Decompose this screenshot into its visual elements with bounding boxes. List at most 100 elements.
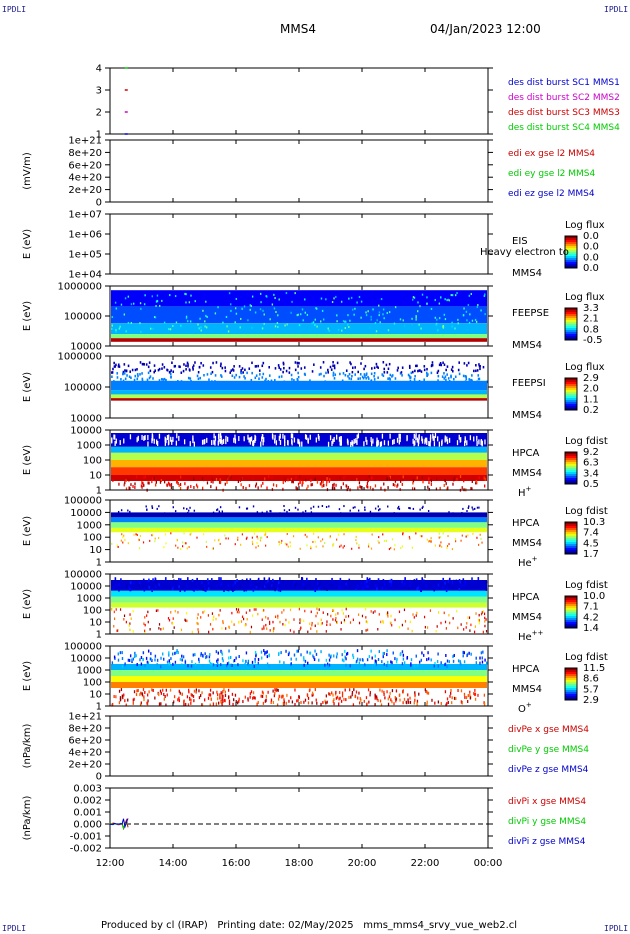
spectrogram-pixel [300, 579, 303, 583]
spectrogram-pixel [319, 581, 322, 585]
spectrogram-pixel [115, 330, 117, 333]
spectrogram-pixel [377, 540, 379, 543]
spectrogram-pixel [156, 299, 158, 302]
spectrogram-pixel [304, 659, 307, 663]
spectrogram-pixel [217, 433, 220, 439]
spectrogram-pixel [481, 660, 484, 664]
spectrogram-pixel [384, 696, 386, 700]
spectrogram-pixel [317, 433, 320, 439]
spectrogram-pixel [170, 532, 172, 535]
spectrogram-pixel [113, 655, 116, 659]
y-axis-label: E (eV) [22, 661, 33, 691]
spectrogram-pixel [161, 299, 163, 302]
spectrogram-pixel [249, 609, 251, 612]
colorbar-segment [565, 544, 577, 547]
spectrogram-pixel [469, 693, 471, 697]
spectrogram-pixel [360, 362, 362, 365]
spectrogram-pixel [336, 361, 339, 365]
spectrogram-pixel [412, 296, 415, 299]
spectrogram-pixel [415, 654, 417, 658]
spectrogram-pixel [278, 298, 280, 301]
spectrogram-pixel [134, 368, 137, 372]
spectrogram-pixel [216, 508, 219, 511]
spectrogram-pixel [477, 618, 480, 622]
spectrogram-pixel [395, 697, 398, 701]
spacecraft-title: MMS4 [280, 22, 316, 36]
spectrogram-pixel [304, 311, 306, 314]
spectrogram-pixel [189, 697, 191, 701]
spectrogram-pixel [386, 690, 388, 694]
species-label: He++ [518, 629, 544, 643]
spacecraft-label: MMS4 [512, 684, 542, 695]
spectrogram-pixel [388, 477, 391, 481]
spectrogram-pixel [207, 696, 210, 700]
spectrogram-pixel [190, 484, 192, 488]
spectrogram-pixel [410, 658, 413, 662]
spectrogram-pixel [372, 611, 374, 614]
spectrogram-pixel [174, 651, 176, 655]
spectrogram-pixel [315, 698, 317, 702]
spectrogram-pixel [254, 650, 257, 654]
spectrogram-pixel [485, 580, 488, 584]
spectrogram-pixel [415, 433, 417, 439]
spectrogram-pixel [343, 545, 345, 548]
spectrogram-pixel [389, 475, 391, 479]
spectrogram-pixel [142, 578, 145, 582]
spectrogram-pixel [146, 701, 148, 705]
spectrogram-pixel [317, 505, 320, 508]
spectrogram-pixel [434, 433, 437, 439]
spectrogram-pixel [438, 532, 440, 535]
spectrogram-pixel [462, 374, 465, 378]
spectrogram-pixel [383, 539, 386, 542]
spectrogram-pixel [145, 363, 148, 366]
spectrogram-pixel [301, 577, 304, 581]
spectrogram-pixel [312, 540, 314, 543]
spectrogram-pixel [310, 507, 312, 510]
spectrogram-pixel [139, 373, 141, 376]
spectrogram-pixel [189, 506, 191, 509]
spectrogram-pixel [185, 301, 187, 304]
spectrogram-pixel [428, 441, 430, 447]
spectrogram-pixel [255, 482, 258, 486]
spectrogram-pixel [209, 662, 212, 666]
y-tick-label: 1000 [77, 520, 102, 531]
spectrogram-pixel [184, 482, 186, 486]
spectrogram-pixel [212, 511, 215, 514]
spectrogram-pixel [116, 376, 119, 379]
spectrogram-pixel [483, 612, 486, 616]
spectrogram-pixel [140, 330, 142, 333]
spectrogram-pixel [178, 483, 180, 487]
spectrogram-pixel [321, 538, 324, 541]
spacecraft-label: MMS4 [512, 538, 542, 549]
spectrogram-pixel [117, 365, 120, 368]
spectrogram-pixel [115, 363, 117, 367]
spectrogram-pixel [460, 689, 463, 693]
spectrogram-pixel [473, 436, 475, 442]
spectrogram-pixel [421, 293, 424, 296]
colorbar-segment [565, 542, 577, 545]
spectrogram-pixel [392, 651, 394, 655]
spectrogram-pixel [225, 439, 227, 445]
spectrogram-pixel [155, 305, 157, 308]
spectrogram-pixel [316, 307, 318, 310]
spectrogram-pixel [390, 546, 392, 549]
spectrogram-pixel [211, 612, 214, 615]
spectrogram-pixel [200, 653, 202, 657]
spectrogram-pixel [353, 688, 355, 692]
spectrogram-pixel [200, 616, 202, 619]
spectrogram-pixel [220, 375, 223, 378]
spectrogram-pixel [446, 697, 449, 701]
spectrogram-pixel [240, 543, 242, 546]
spectrogram-pixel [351, 374, 353, 378]
spectrogram-pixel [149, 369, 152, 373]
spectrogram-pixel [312, 505, 315, 508]
spectrogram-pixel [142, 481, 144, 485]
spectrogram-pixel [341, 329, 343, 332]
spectrogram-pixel [438, 302, 441, 305]
spectrogram-pixel [340, 544, 342, 547]
spectrogram-pixel [227, 330, 230, 333]
spectrogram-pixel [411, 629, 413, 633]
spectrogram-pixel [224, 698, 226, 702]
spectrogram-pixel [115, 583, 117, 587]
spectrogram-pixel [443, 363, 446, 366]
